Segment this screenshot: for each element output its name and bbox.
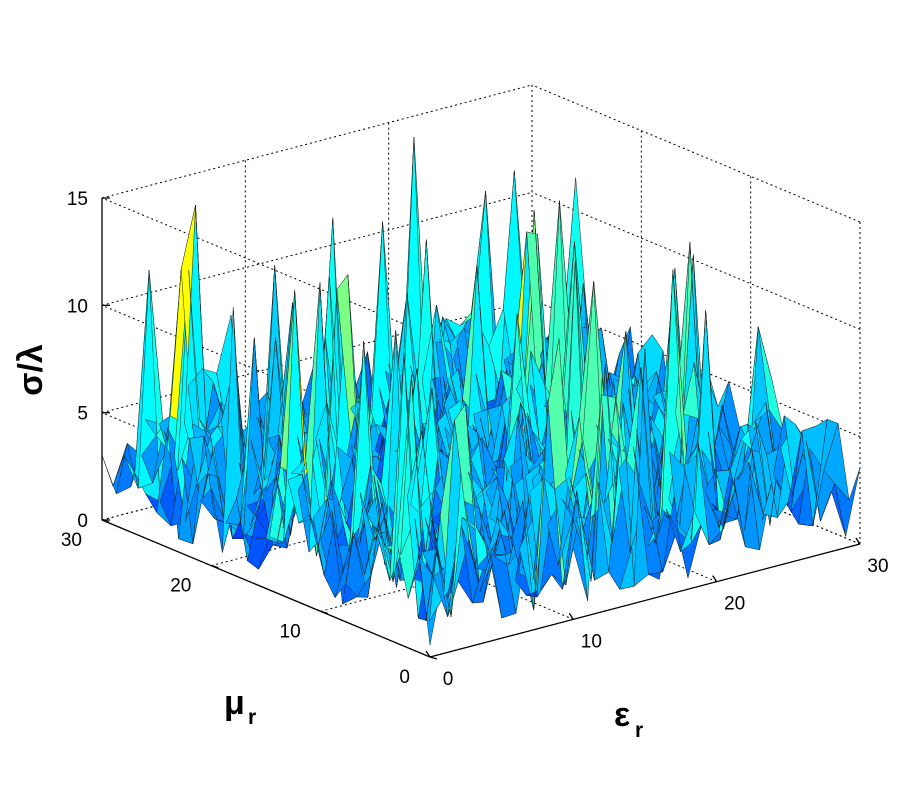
x-tick [712, 575, 718, 583]
gridline-z-right [531, 84, 861, 223]
x-tick [855, 537, 861, 545]
x-axis-label: ε [614, 696, 630, 734]
x-tick-label: 20 [724, 594, 745, 615]
y-tick-label: 30 [61, 530, 82, 551]
gridline-z-right [531, 191, 861, 330]
z-tick-label: 0 [77, 511, 88, 532]
z-axis-label: σ/λ [12, 344, 50, 396]
x-axis-label-subscript: r [635, 719, 643, 742]
axis-epsilon [429, 543, 861, 658]
gridline-z-left [101, 304, 431, 443]
surface-facet [834, 467, 861, 537]
y-tick-label: 20 [170, 576, 191, 597]
y-tick [429, 656, 438, 660]
y-tick-label: 0 [399, 667, 410, 688]
x-tick-label: 0 [443, 669, 454, 690]
axes-box-front [101, 198, 861, 658]
y-tick [211, 565, 219, 569]
y-axis-label: μ [224, 684, 245, 722]
x-axis-label-group: ε r [614, 696, 643, 742]
z-tick-label: 10 [67, 296, 88, 317]
x-tick [425, 650, 431, 658]
gridline-z-back [101, 84, 533, 199]
z-tick-label: 15 [67, 189, 88, 210]
y-tick-label: 10 [280, 621, 301, 642]
axis-mu [101, 519, 431, 658]
x-tick-label: 10 [581, 631, 602, 652]
y-axis-label-subscript: r [248, 706, 256, 729]
y-tick [320, 610, 328, 614]
gridline-z-left [101, 197, 431, 336]
x-tick-label: 30 [867, 556, 888, 577]
surface-mesh [101, 137, 861, 646]
x-tick [568, 612, 574, 620]
gridline-z-back [101, 299, 533, 414]
z-tick-label: 5 [77, 404, 88, 425]
y-tick [101, 519, 110, 523]
gridline-z-back [101, 191, 533, 306]
y-axis-label-group: μ r [224, 684, 256, 729]
